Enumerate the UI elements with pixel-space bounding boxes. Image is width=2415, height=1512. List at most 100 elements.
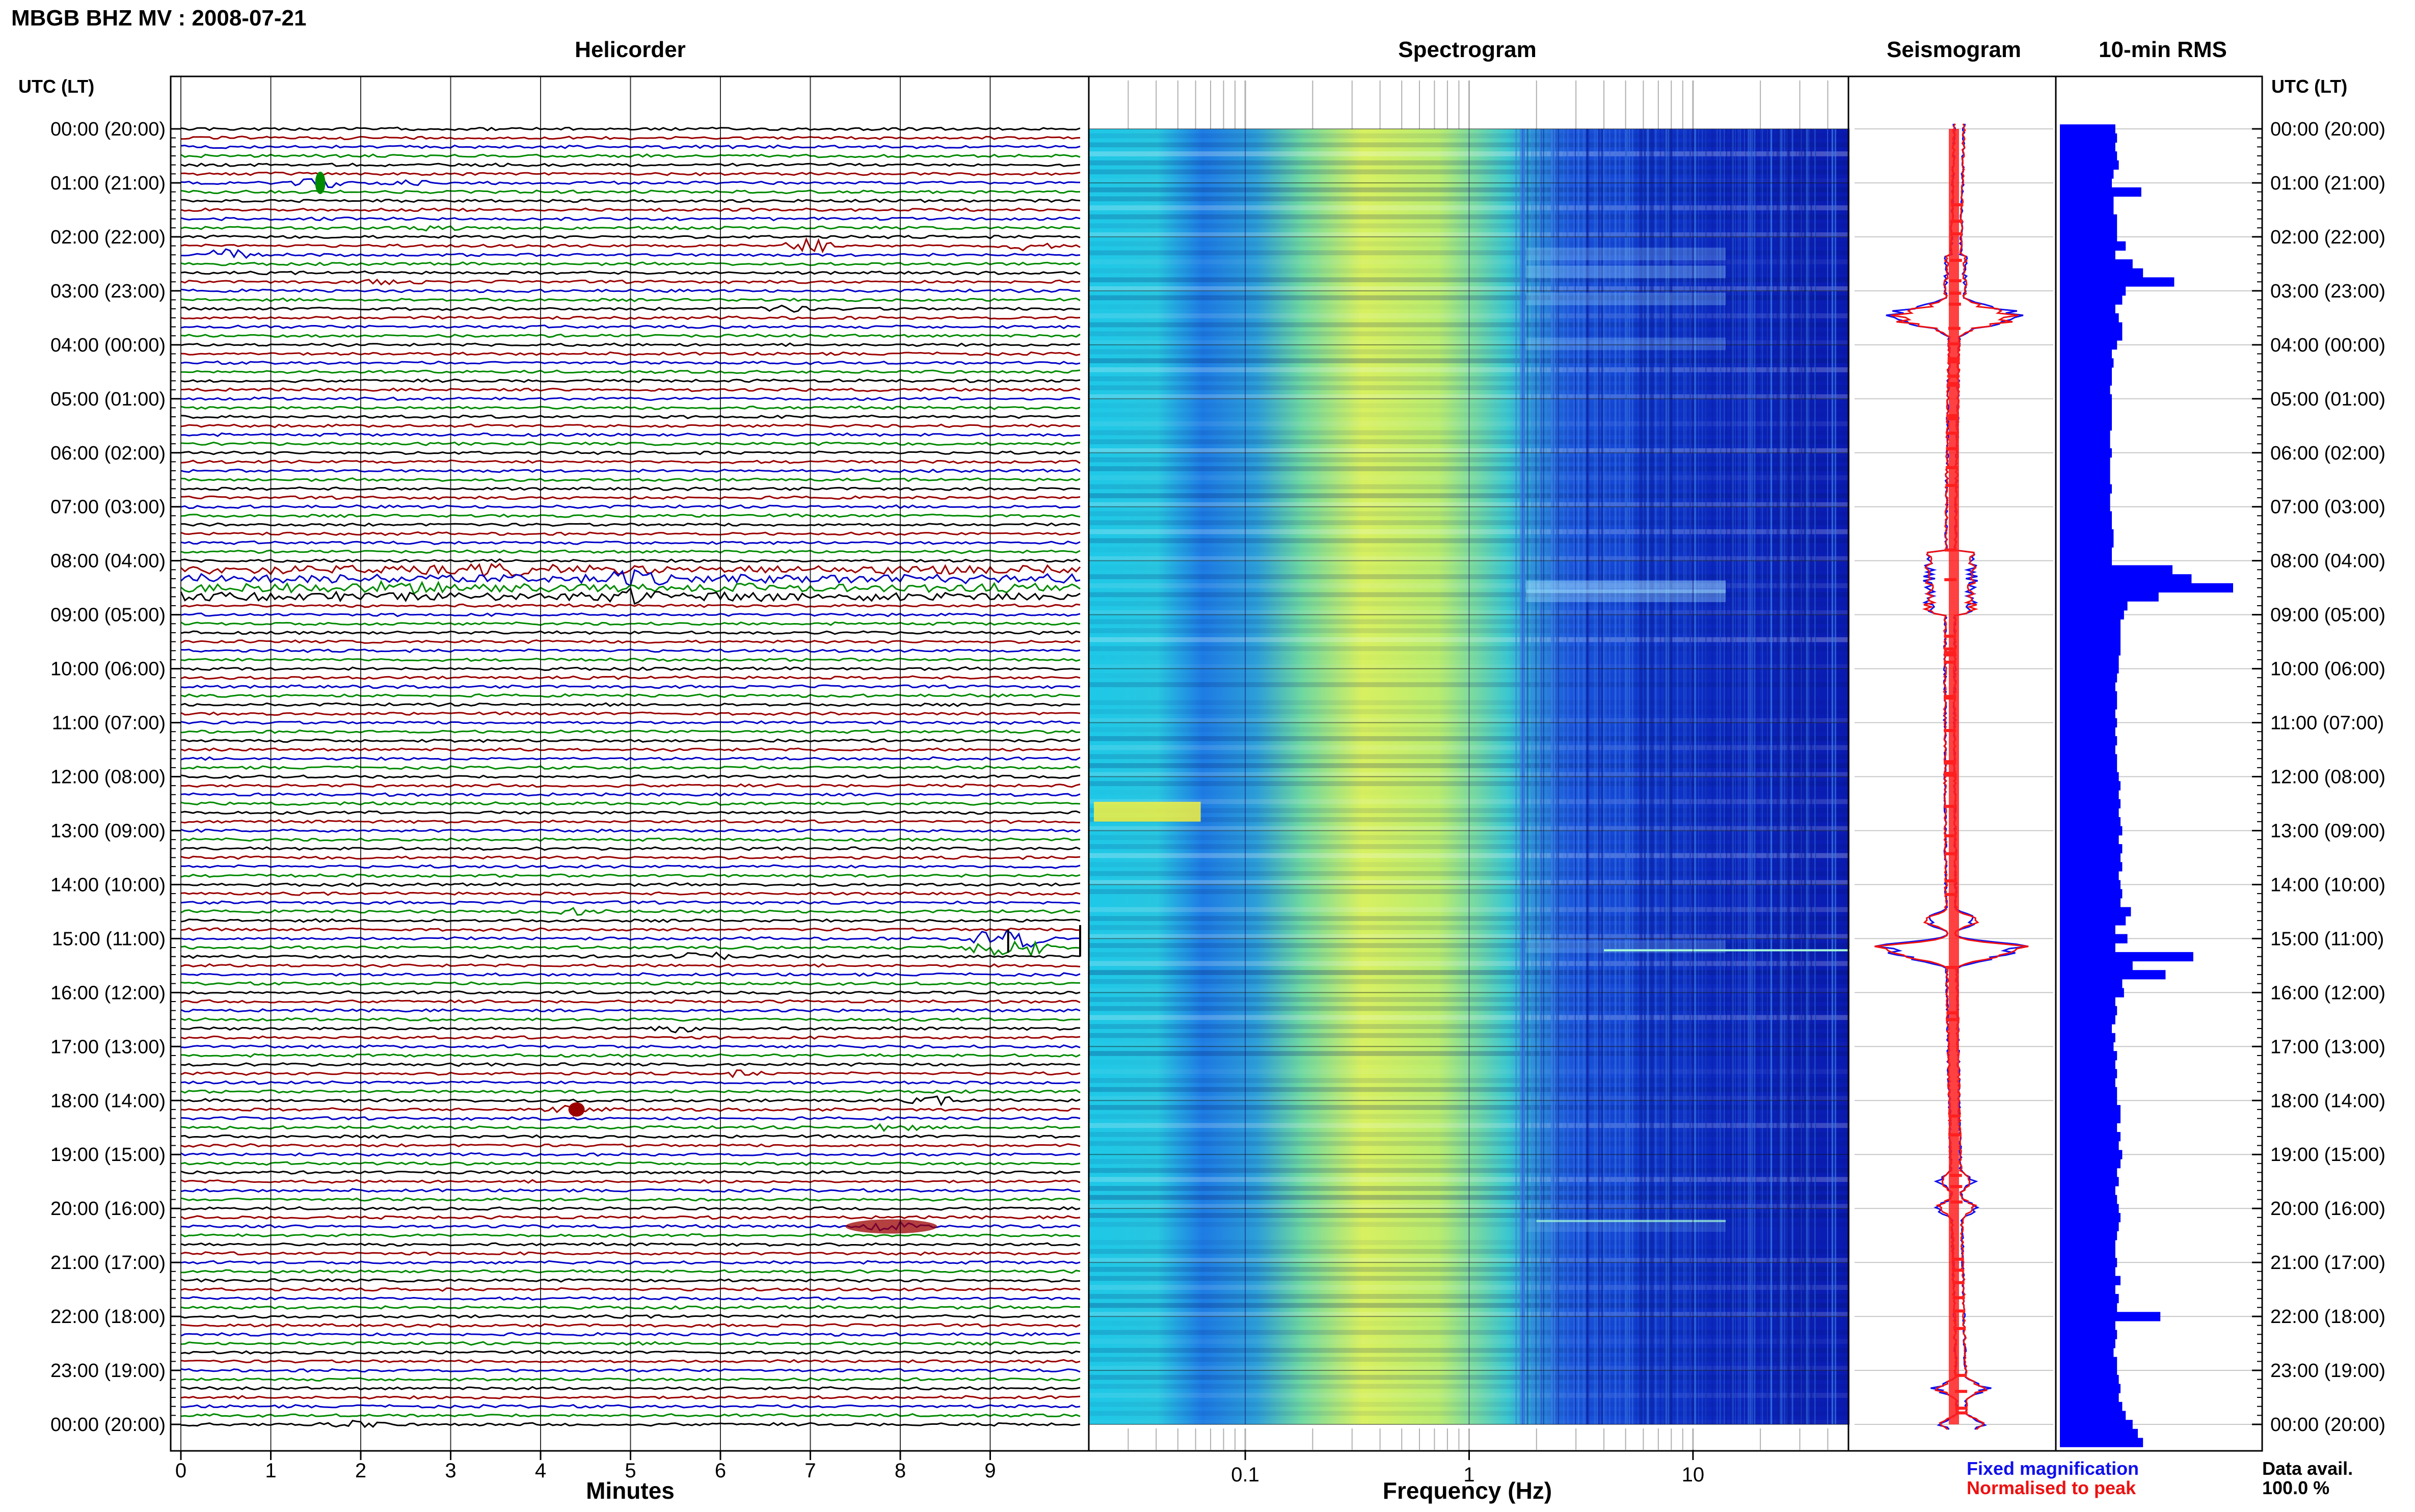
spectrogram-tick-label: 0.1 bbox=[1231, 1464, 1259, 1486]
rms-bar bbox=[2060, 205, 2114, 215]
rms-bar bbox=[2060, 133, 2117, 143]
rms-bar bbox=[2060, 565, 2172, 575]
helicorder-tick-label: 5 bbox=[625, 1460, 636, 1482]
rms-bar bbox=[2060, 1132, 2121, 1142]
helicorder-event-burst bbox=[568, 1102, 585, 1117]
rms-bar bbox=[2060, 1428, 2138, 1439]
rms-bar bbox=[2060, 277, 2175, 287]
utc-lt-label-left: UTC (LT) bbox=[18, 76, 94, 97]
rms-bar bbox=[2060, 700, 2117, 710]
rms-bar bbox=[2060, 628, 2121, 638]
rms-bar bbox=[2060, 709, 2115, 719]
rms-bar bbox=[2060, 844, 2123, 854]
rms-bar bbox=[2060, 1168, 2117, 1177]
time-label-right: 13:00 (09:00) bbox=[2270, 820, 2385, 842]
helicorder-tick-label: 6 bbox=[715, 1460, 726, 1482]
rms-bar bbox=[2060, 520, 2112, 530]
time-label-right: 06:00 (02:00) bbox=[2270, 443, 2385, 464]
rms-bar bbox=[2060, 1069, 2117, 1078]
rms-bar bbox=[2060, 1177, 2119, 1186]
rms-bar bbox=[2060, 1357, 2117, 1366]
rms-bar bbox=[2060, 259, 2133, 269]
rms-bar bbox=[2060, 376, 2112, 386]
rms-bar bbox=[2060, 430, 2110, 440]
time-label-right: 12:00 (08:00) bbox=[2270, 767, 2385, 788]
legend-fixed-magnification: Fixed magnification bbox=[1967, 1458, 2139, 1479]
time-label-left: 19:00 (15:00) bbox=[50, 1144, 166, 1166]
helicorder-tick-label: 1 bbox=[265, 1460, 276, 1482]
time-label-left: 08:00 (04:00) bbox=[50, 551, 166, 572]
time-label-right: 01:00 (21:00) bbox=[2270, 173, 2385, 194]
rms-bar bbox=[2060, 358, 2114, 368]
time-label-left: 02:00 (22:00) bbox=[50, 227, 166, 248]
helicorder-tick-label: 7 bbox=[804, 1460, 816, 1482]
rms-bar bbox=[2060, 1212, 2121, 1223]
rms-bar bbox=[2060, 178, 2112, 188]
time-label-left: 16:00 (12:00) bbox=[50, 982, 166, 1004]
rms-bar bbox=[2060, 1347, 2114, 1358]
time-label-right: 07:00 (03:00) bbox=[2270, 497, 2385, 518]
rms-bar bbox=[2060, 439, 2110, 449]
time-label-right: 09:00 (05:00) bbox=[2270, 605, 2385, 626]
time-label-left: 14:00 (10:00) bbox=[50, 874, 166, 896]
rms-bar bbox=[2060, 1015, 2115, 1024]
rms-bar bbox=[2060, 241, 2126, 251]
time-label-right: 10:00 (06:00) bbox=[2270, 659, 2385, 680]
rms-bar bbox=[2060, 457, 2110, 467]
rms-bar bbox=[2060, 1186, 2115, 1196]
time-label-left: 23:00 (19:00) bbox=[50, 1360, 166, 1382]
time-label-right: 00:00 (20:00) bbox=[2270, 119, 2385, 140]
spectrogram-title: Spectrogram bbox=[1398, 37, 1536, 62]
rms-bar bbox=[2060, 448, 2112, 458]
rms-bar bbox=[2060, 637, 2121, 647]
time-label-right: 14:00 (10:00) bbox=[2270, 874, 2385, 896]
station-title: MBGB BHZ MV : 2008-07-21 bbox=[11, 6, 306, 31]
rms-bar bbox=[2060, 817, 2121, 827]
time-label-left: 06:00 (02:00) bbox=[50, 443, 166, 464]
rms-bar bbox=[2060, 1222, 2119, 1231]
rms-bar bbox=[2060, 592, 2159, 602]
rms-bar bbox=[2060, 925, 2115, 935]
rms-bar bbox=[2060, 187, 2141, 197]
rms-bar bbox=[2060, 970, 2166, 980]
spectrogram-event-burst bbox=[1526, 337, 1726, 350]
rms-bar bbox=[2060, 142, 2115, 152]
rms-bar bbox=[2060, 331, 2123, 341]
helicorder-xlabel: Minutes bbox=[586, 1477, 675, 1504]
spectrogram-event-burst bbox=[1526, 292, 1726, 306]
rms-bar bbox=[2060, 655, 2119, 665]
rms-bar bbox=[2060, 484, 2112, 494]
rms-bar bbox=[2060, 349, 2112, 359]
rms-bar bbox=[2060, 1420, 2133, 1429]
time-label-left: 18:00 (14:00) bbox=[50, 1090, 166, 1112]
time-label-left: 03:00 (23:00) bbox=[50, 281, 166, 302]
rms-bar bbox=[2060, 1051, 2117, 1061]
time-label-right: 00:00 (20:00) bbox=[2270, 1414, 2385, 1436]
helicorder-tick-label: 0 bbox=[175, 1460, 186, 1482]
rms-bar bbox=[2060, 1042, 2114, 1051]
seismogram-title: Seismogram bbox=[1887, 37, 2021, 62]
spectrogram-xlabel: Frequency (Hz) bbox=[1383, 1477, 1552, 1504]
rms-bar bbox=[2060, 781, 2121, 791]
rms-bar bbox=[2060, 412, 2112, 422]
rms-bar bbox=[2060, 835, 2119, 845]
time-label-left: 20:00 (16:00) bbox=[50, 1198, 166, 1220]
time-label-right: 20:00 (16:00) bbox=[2270, 1198, 2385, 1220]
time-label-left: 00:00 (20:00) bbox=[50, 119, 166, 140]
rms-bar bbox=[2060, 1438, 2143, 1447]
rms-bar bbox=[2060, 583, 2233, 593]
rms-bar bbox=[2060, 232, 2117, 242]
rms-bar bbox=[2060, 1312, 2161, 1321]
spectrogram-tick-label: 1 bbox=[1463, 1464, 1474, 1486]
time-label-right: 19:00 (15:00) bbox=[2270, 1144, 2385, 1166]
helicorder-title: Helicorder bbox=[575, 37, 686, 62]
rms-bar bbox=[2060, 790, 2119, 800]
rms-bar bbox=[2060, 493, 2110, 503]
rms-bar bbox=[2060, 718, 2117, 727]
time-label-left: 01:00 (21:00) bbox=[50, 173, 166, 194]
rms-bar bbox=[2060, 772, 2119, 781]
rms-bar bbox=[2060, 286, 2126, 296]
helicorder-tick-label: 9 bbox=[984, 1460, 996, 1482]
time-label-left: 05:00 (01:00) bbox=[50, 389, 166, 410]
